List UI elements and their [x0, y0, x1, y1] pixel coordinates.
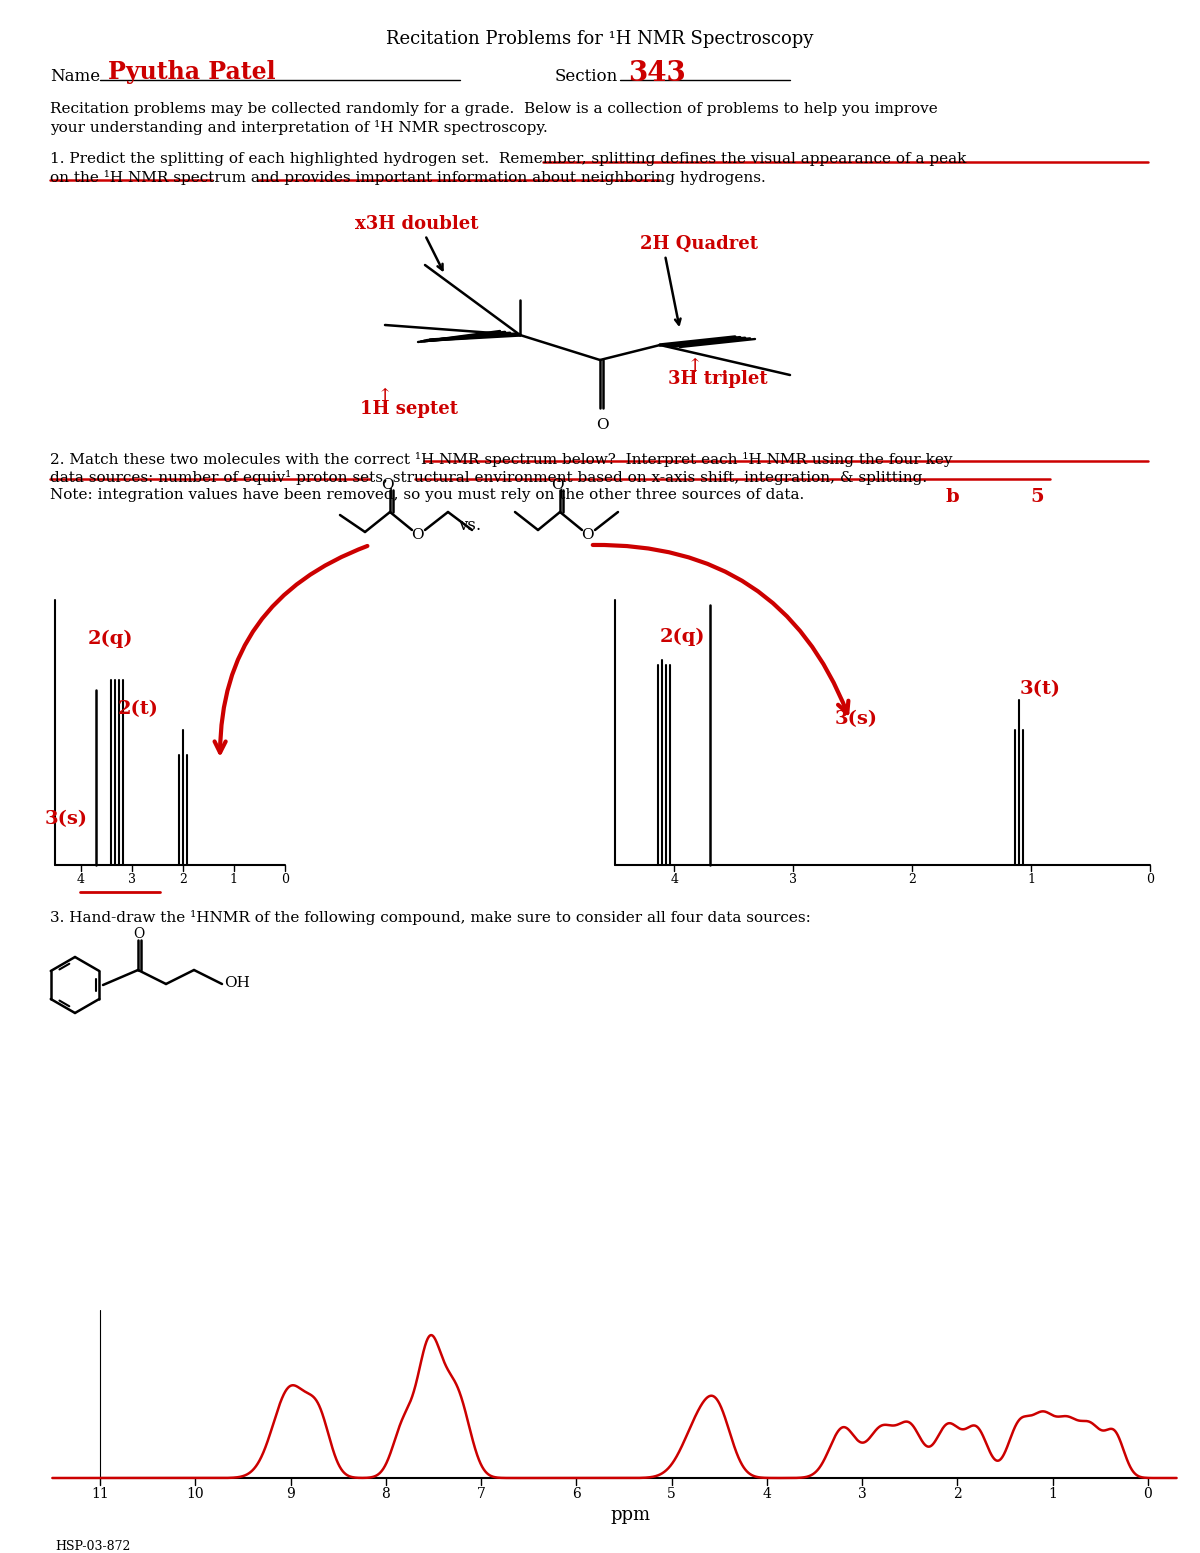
- Text: Pyutha Patel: Pyutha Patel: [108, 61, 276, 84]
- Text: 3: 3: [127, 873, 136, 887]
- Text: 3(s): 3(s): [46, 811, 88, 828]
- Text: 2: 2: [908, 873, 916, 887]
- Text: Section: Section: [554, 68, 618, 85]
- Text: ↑: ↑: [377, 388, 394, 405]
- Text: 2H Quadret: 2H Quadret: [640, 235, 758, 253]
- Text: Recitation Problems for ¹H NMR Spectroscopy: Recitation Problems for ¹H NMR Spectrosc…: [386, 30, 814, 48]
- Text: Note: integration values have been removed, so you must rely on the other three : Note: integration values have been remov…: [50, 488, 804, 502]
- Text: your understanding and interpretation of ¹H NMR spectroscopy.: your understanding and interpretation of…: [50, 120, 547, 135]
- Text: 1: 1: [230, 873, 238, 887]
- Text: 2(q): 2(q): [660, 627, 706, 646]
- Text: 4: 4: [762, 1488, 772, 1502]
- Text: 7: 7: [476, 1488, 486, 1502]
- Text: 0: 0: [1146, 873, 1154, 887]
- Text: 8: 8: [382, 1488, 390, 1502]
- Text: 0: 0: [1144, 1488, 1152, 1502]
- Text: O: O: [551, 478, 563, 492]
- Text: 10: 10: [186, 1488, 204, 1502]
- Text: ppm: ppm: [610, 1506, 650, 1523]
- Text: 5: 5: [667, 1488, 676, 1502]
- Text: HSP-03-872: HSP-03-872: [55, 1541, 131, 1553]
- Text: 4: 4: [671, 873, 678, 887]
- Text: O: O: [410, 528, 424, 542]
- Text: 343: 343: [628, 61, 685, 87]
- Text: 11: 11: [91, 1488, 109, 1502]
- Text: 9: 9: [286, 1488, 295, 1502]
- Text: 3(t): 3(t): [1020, 680, 1061, 697]
- Text: 4: 4: [77, 873, 84, 887]
- Text: 2(t): 2(t): [118, 700, 158, 717]
- Text: O: O: [581, 528, 594, 542]
- Text: 3: 3: [858, 1488, 866, 1502]
- Text: Name: Name: [50, 68, 100, 85]
- Text: 0: 0: [281, 873, 289, 887]
- Text: data sources: number of equiv¹ proton sets, structural environment based on x-ax: data sources: number of equiv¹ proton se…: [50, 471, 928, 485]
- Text: 3: 3: [790, 873, 797, 887]
- Text: x3H doublet: x3H doublet: [355, 214, 479, 233]
- Text: b: b: [946, 488, 959, 506]
- Text: 2: 2: [953, 1488, 962, 1502]
- Text: 1: 1: [1027, 873, 1036, 887]
- Text: 1. Predict the splitting of each highlighted hydrogen set.  Remember, splitting : 1. Predict the splitting of each highlig…: [50, 152, 966, 166]
- Text: 3H triplet: 3H triplet: [668, 370, 768, 388]
- Text: 2(q): 2(q): [88, 631, 133, 648]
- Text: 2. Match these two molecules with the correct ¹H NMR spectrum below?  Interpret : 2. Match these two molecules with the co…: [50, 452, 953, 467]
- Text: OH: OH: [224, 975, 250, 989]
- Text: O: O: [380, 478, 394, 492]
- Text: 3(s): 3(s): [835, 710, 878, 728]
- Text: ↑: ↑: [686, 359, 703, 376]
- Text: 5: 5: [1030, 488, 1044, 506]
- Text: 1H septet: 1H septet: [360, 401, 458, 418]
- Text: 1: 1: [1049, 1488, 1057, 1502]
- Text: O: O: [596, 418, 608, 432]
- Text: O: O: [133, 927, 144, 941]
- Text: vs.: vs.: [458, 517, 481, 534]
- Text: Recitation problems may be collected randomly for a grade.  Below is a collectio: Recitation problems may be collected ran…: [50, 102, 937, 116]
- Text: 2: 2: [179, 873, 187, 887]
- Text: 6: 6: [572, 1488, 581, 1502]
- Text: 3. Hand-draw the ¹HNMR of the following compound, make sure to consider all four: 3. Hand-draw the ¹HNMR of the following …: [50, 910, 811, 926]
- Text: on the ¹H NMR spectrum and provides important information about neighboring hydr: on the ¹H NMR spectrum and provides impo…: [50, 169, 766, 185]
